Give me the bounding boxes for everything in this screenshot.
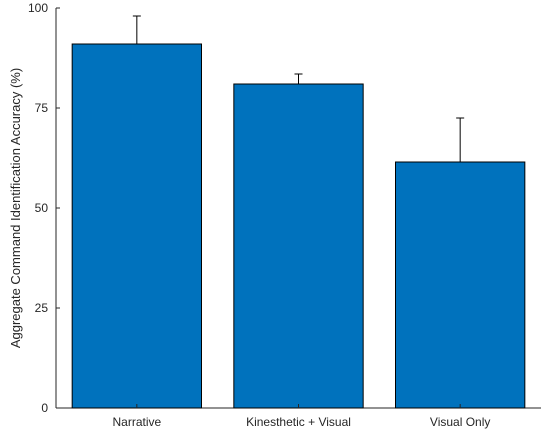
y-tick-label: 50 xyxy=(35,201,49,215)
x-tick-label: Kinesthetic + Visual xyxy=(246,415,351,429)
y-axis-label: Aggregate Command Identification Accurac… xyxy=(8,68,23,348)
x-tick-label: Visual Only xyxy=(430,415,490,429)
y-tick-label: 0 xyxy=(41,401,48,415)
y-tick-label: 25 xyxy=(35,301,49,315)
y-tick-label: 100 xyxy=(28,1,48,15)
x-tick-label: Narrative xyxy=(112,415,161,429)
bar xyxy=(395,161,526,409)
y-tick-label: 75 xyxy=(35,101,49,115)
y-ticks: 0 25 50 75 100 xyxy=(28,1,60,415)
error-bars xyxy=(132,15,465,162)
bars xyxy=(71,43,526,409)
x-ticks: Narrative Kinesthetic + Visual Visual Only xyxy=(112,404,490,429)
bar xyxy=(71,43,202,409)
bar xyxy=(233,83,364,409)
